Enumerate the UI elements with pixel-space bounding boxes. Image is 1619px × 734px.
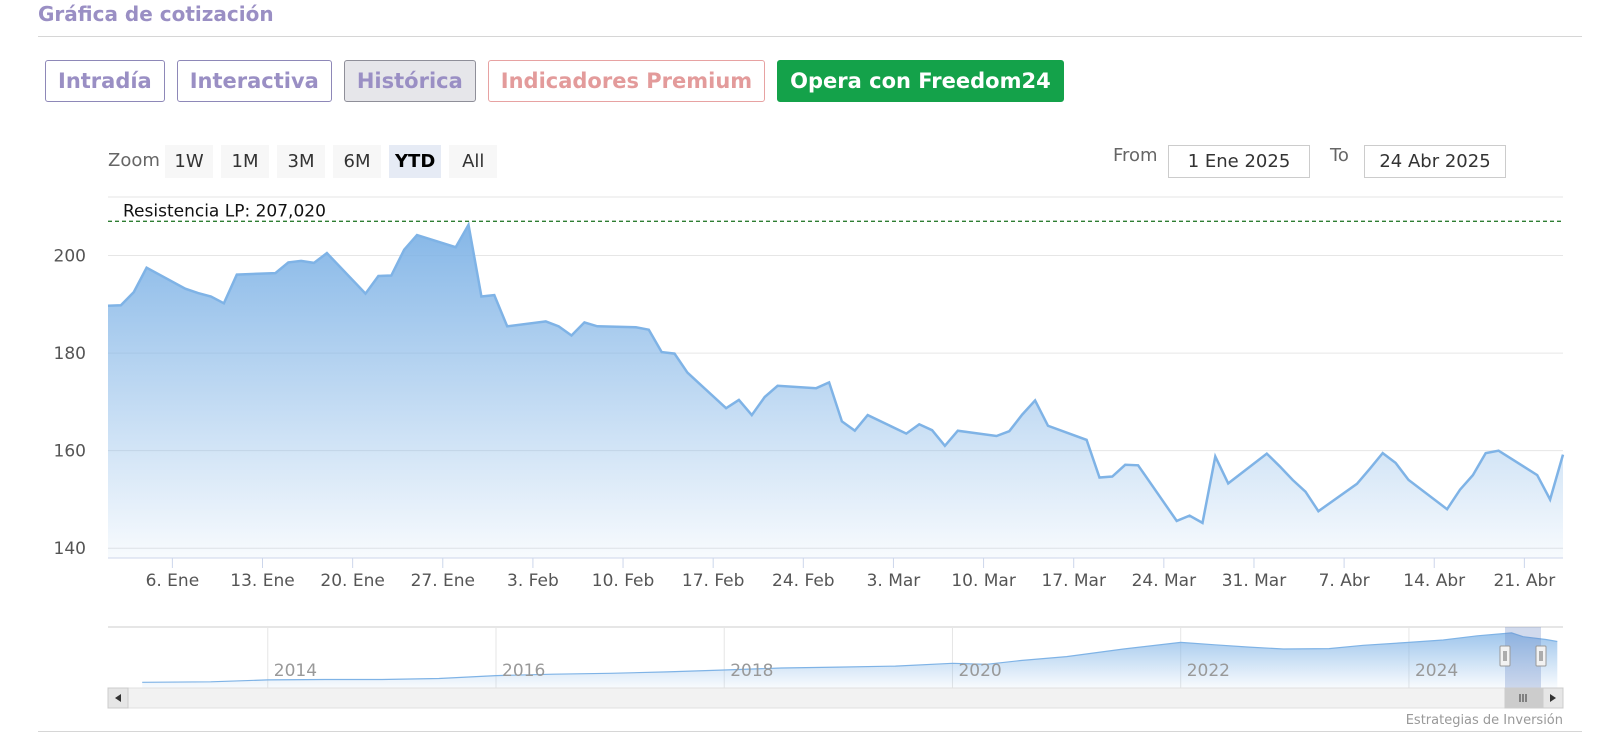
price-area [108, 224, 1563, 559]
bottom-divider [38, 731, 1582, 732]
x-tick-label: 24. Mar [1132, 571, 1197, 591]
navigator-selection[interactable] [1505, 627, 1541, 688]
x-tick-label: 31. Mar [1222, 571, 1287, 591]
y-tick-label: 160 [54, 442, 86, 462]
x-tick-label: 24. Feb [772, 571, 835, 591]
zoom-all-button[interactable]: All [449, 145, 498, 178]
y-tick-label: 140 [54, 539, 86, 559]
navigator-line [142, 632, 1558, 683]
y-tick-label: 200 [54, 247, 86, 267]
navigator-year-label: 2014 [274, 661, 317, 681]
section-title: Gráfica de cotización [38, 2, 274, 26]
navigator-handle-left[interactable] [1499, 645, 1511, 667]
x-tick-label: 20. Ene [320, 571, 384, 591]
x-tick-label: 21. Abr [1493, 571, 1555, 591]
tab-historica[interactable]: Histórica [343, 60, 476, 102]
x-tick-label: 7. Abr [1319, 571, 1370, 591]
x-tick-label: 27. Ene [411, 571, 475, 591]
navigator-handle-right[interactable] [1535, 645, 1547, 667]
y-tick-label: 180 [54, 344, 86, 364]
tab-indicadores-premium[interactable]: Indicadores Premium [487, 60, 766, 102]
zoom-buttons: 1W 1M 3M 6M YTD All [165, 145, 498, 178]
x-tick-label: 17. Mar [1041, 571, 1106, 591]
x-tick-label: 10. Mar [951, 571, 1016, 591]
x-tick-label: 6. Ene [146, 571, 200, 591]
x-tick-label: 10. Feb [592, 571, 655, 591]
zoom-label: Zoom [108, 150, 160, 171]
to-date-input[interactable]: 24 Abr 2025 [1364, 145, 1506, 178]
navigator-year-label: 2016 [502, 661, 545, 681]
resistance-label: Resistencia LP: 207,020 [123, 201, 326, 221]
navigator-year-label: 2020 [958, 661, 1001, 681]
x-tick-label: 3. Mar [867, 571, 921, 591]
zoom-1w-button[interactable]: 1W [165, 145, 213, 178]
scrollbar-track[interactable] [107, 687, 1564, 709]
navigator-year-label: 2024 [1415, 661, 1458, 681]
scroll-right-arrow-icon [1550, 694, 1556, 702]
x-tick-label: 13. Ene [230, 571, 294, 591]
navigator-year-label: 2018 [730, 661, 773, 681]
from-label: From [1113, 145, 1158, 166]
x-tick-label: 14. Abr [1403, 571, 1465, 591]
tab-intradia[interactable]: Intradía [45, 60, 165, 102]
chart-tabs: Intradía Interactiva Histórica Indicador… [45, 60, 1064, 102]
chart-credit: Estrategias de Inversión [1406, 713, 1563, 728]
zoom-3m-button[interactable]: 3M [277, 145, 325, 178]
scrollbar-grip-icon [1519, 694, 1527, 702]
zoom-6m-button[interactable]: 6M [333, 145, 381, 178]
x-tick-label: 3. Feb [507, 571, 559, 591]
price-line [107, 221, 1565, 525]
top-divider [38, 36, 1582, 37]
zoom-ytd-button[interactable]: YTD [389, 145, 442, 178]
scroll-left-arrow-icon [115, 694, 121, 702]
zoom-1m-button[interactable]: 1M [221, 145, 269, 178]
to-label: To [1330, 145, 1349, 166]
from-date-input[interactable]: 1 Ene 2025 [1168, 145, 1310, 178]
navigator-year-label: 2022 [1187, 661, 1230, 681]
freedom24-button[interactable]: Opera con Freedom24 [777, 60, 1064, 102]
x-tick-label: 17. Feb [682, 571, 745, 591]
navigator-area [142, 632, 1558, 688]
tab-interactiva[interactable]: Interactiva [176, 60, 332, 102]
